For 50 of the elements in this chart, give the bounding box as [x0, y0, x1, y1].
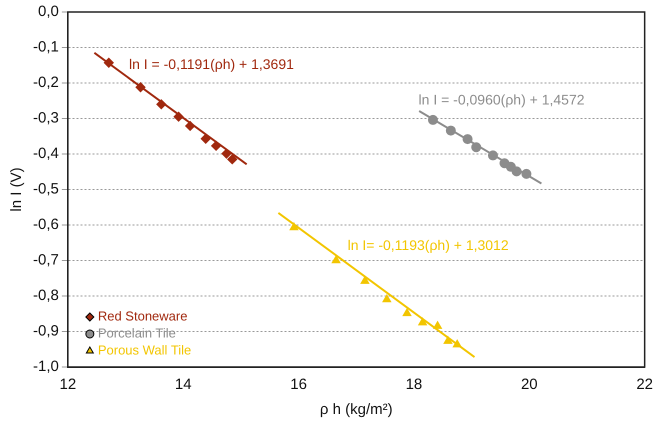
- x-axis-title: ρ h (kg/m²): [320, 401, 393, 418]
- legend-label: Porous Wall Tile: [98, 342, 192, 358]
- annotation: ln I = -0,0960(ρh) + 1,4572: [418, 92, 585, 108]
- point: [433, 321, 442, 329]
- x-tick-label: 22: [636, 376, 653, 394]
- point: [444, 336, 452, 344]
- point: [332, 256, 340, 264]
- y-tick-label: -0,5: [32, 180, 59, 198]
- y-tick-label: -1,0: [32, 358, 59, 376]
- x-tick-label: 18: [406, 376, 422, 394]
- point: [200, 134, 211, 144]
- point: [136, 82, 146, 92]
- point: [382, 294, 392, 302]
- point: [402, 308, 412, 316]
- y-tick-label: -0,7: [32, 252, 59, 269]
- point: [446, 126, 456, 136]
- legend-label: Red Stoneware: [98, 308, 188, 324]
- point: [418, 318, 427, 326]
- point: [462, 134, 473, 144]
- point: [471, 142, 482, 152]
- y-tick-label: -0,8: [32, 287, 59, 304]
- point: [428, 114, 438, 125]
- y-axis-title: ln I (V): [8, 167, 26, 212]
- legend-label: Porcelain Tile: [98, 326, 176, 341]
- x-tick-label: 14: [174, 376, 192, 394]
- point: [290, 222, 298, 230]
- y-tick-label: -0,1: [32, 38, 59, 56]
- point: [488, 150, 498, 160]
- y-tick-label: -0,9: [32, 322, 59, 340]
- point: [221, 148, 232, 159]
- y-tick-label: 0,0: [38, 3, 59, 20]
- point: [360, 276, 370, 284]
- point: [227, 154, 238, 164]
- y-tick-label: -0,3: [32, 110, 59, 127]
- y-tick-label: -0,2: [32, 74, 59, 92]
- point: [452, 340, 462, 348]
- point: [174, 112, 184, 122]
- annotation: ln I= -0,1193(ρh) + 1,3012: [348, 237, 509, 254]
- x-tick-label: 20: [520, 376, 538, 394]
- point: [521, 168, 532, 179]
- point: [156, 99, 166, 110]
- y-tick-label: -0,6: [32, 216, 59, 234]
- annotation: ln I = -0,1191(ρh) + 1,3691: [128, 56, 294, 72]
- y-tick-label: -0,4: [32, 145, 59, 162]
- point: [512, 166, 522, 176]
- point: [185, 120, 196, 131]
- point: [211, 140, 222, 151]
- point: [104, 58, 114, 68]
- x-tick-label: 12: [60, 376, 76, 394]
- x-tick-label: 16: [290, 376, 307, 394]
